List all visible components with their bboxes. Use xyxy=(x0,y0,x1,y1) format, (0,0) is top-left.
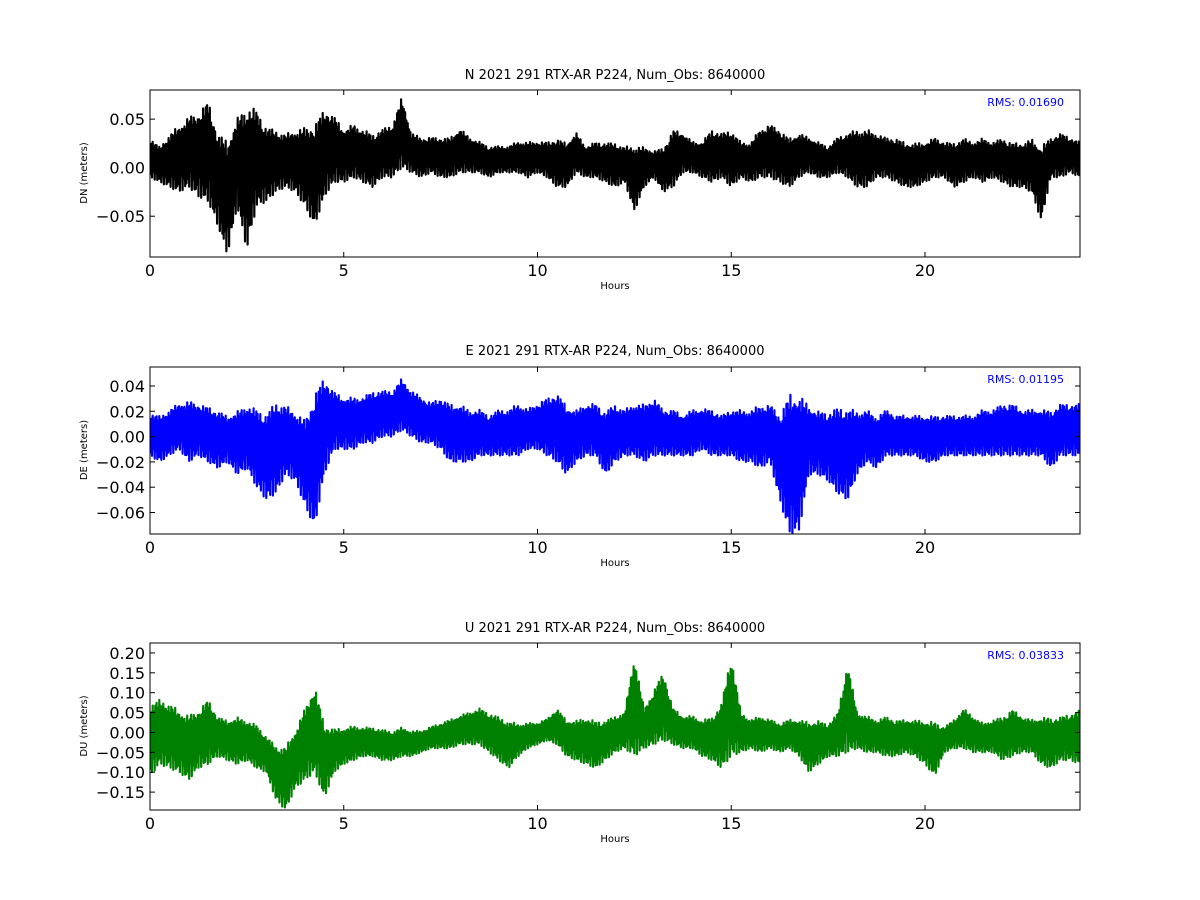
rms-annotation: RMS: 0.01195 xyxy=(987,373,1064,386)
y-axis-label: DN (meters) xyxy=(79,142,90,204)
x-tick-label: 5 xyxy=(339,814,349,833)
y-tick-label: 0.00 xyxy=(109,428,145,447)
x-tick-label: 15 xyxy=(721,261,741,280)
rms-annotation: RMS: 0.01690 xyxy=(987,96,1064,109)
y-tick-label: 0.04 xyxy=(109,377,145,396)
chart-title: U 2021 291 RTX-AR P224, Num_Obs: 8640000 xyxy=(465,621,765,636)
x-tick-label: 10 xyxy=(527,814,547,833)
x-tick-label: 5 xyxy=(339,261,349,280)
y-tick-label: −0.15 xyxy=(96,783,145,802)
plot-frame xyxy=(149,366,1081,535)
panel-north: N 2021 291 RTX-AR P224, Num_Obs: 8640000… xyxy=(79,68,1081,292)
y-tick-label: 0.20 xyxy=(109,644,145,663)
plot-area xyxy=(150,665,1080,809)
series-line xyxy=(150,378,1080,534)
y-tick-label: 0.00 xyxy=(109,159,145,178)
x-tick-label: 0 xyxy=(145,261,155,280)
axis-ticks: 0 5 10 15 20 0.200.150.100.050.00−0.05−0.10−0… xyxy=(96,643,1080,833)
y-tick-label: 0.15 xyxy=(109,664,145,683)
y-tick-label: 0.10 xyxy=(109,684,145,703)
y-tick-label: −0.05 xyxy=(96,743,145,762)
x-tick-label: 0 xyxy=(145,538,155,557)
series-line xyxy=(150,98,1080,253)
y-tick-label: 0.00 xyxy=(109,723,145,742)
x-axis-label: Hours xyxy=(600,834,629,845)
y-tick-label: −0.05 xyxy=(96,207,145,226)
y-tick-label: −0.10 xyxy=(96,763,145,782)
y-axis-label: DE (meters) xyxy=(79,420,90,480)
y-tick-label: 0.05 xyxy=(109,704,145,723)
plot-frame xyxy=(149,89,1081,258)
y-tick-label: −0.06 xyxy=(96,503,145,522)
chart-title: N 2021 291 RTX-AR P224, Num_Obs: 8640000 xyxy=(465,68,765,83)
axis-ticks: 0 5 10 15 20 0.05 0.00 −0.05 xyxy=(96,90,1080,280)
plot-frame xyxy=(149,642,1081,811)
x-tick-label: 20 xyxy=(915,261,935,280)
panel-east: E 2021 291 RTX-AR P224, Num_Obs: 8640000… xyxy=(79,344,1081,569)
x-tick-label: 0 xyxy=(145,814,155,833)
x-tick-label: 20 xyxy=(915,538,935,557)
y-tick-label: 0.05 xyxy=(109,110,145,129)
panel-up: U 2021 291 RTX-AR P224, Num_Obs: 8640000… xyxy=(79,621,1081,845)
x-tick-label: 20 xyxy=(915,814,935,833)
y-tick-label: 0.02 xyxy=(109,402,145,421)
x-tick-label: 15 xyxy=(721,538,741,557)
x-axis-label: Hours xyxy=(600,281,629,292)
rms-annotation: RMS: 0.03833 xyxy=(987,649,1064,662)
y-tick-label: −0.02 xyxy=(96,453,145,472)
plot-area xyxy=(150,378,1080,534)
x-tick-label: 10 xyxy=(527,261,547,280)
x-axis-label: Hours xyxy=(600,558,629,569)
chart-title: E 2021 291 RTX-AR P224, Num_Obs: 8640000 xyxy=(466,344,765,359)
plot-area xyxy=(150,98,1080,253)
x-tick-label: 5 xyxy=(339,538,349,557)
y-axis-label: DU (meters) xyxy=(79,695,90,756)
series-line xyxy=(150,665,1080,809)
x-tick-label: 15 xyxy=(721,814,741,833)
axis-ticks: 0 5 10 15 20 0.04 0.02 0.00 −0.02 −0.04 −0.06 xyxy=(96,367,1080,557)
x-tick-label: 10 xyxy=(527,538,547,557)
y-tick-label: −0.04 xyxy=(96,478,145,497)
